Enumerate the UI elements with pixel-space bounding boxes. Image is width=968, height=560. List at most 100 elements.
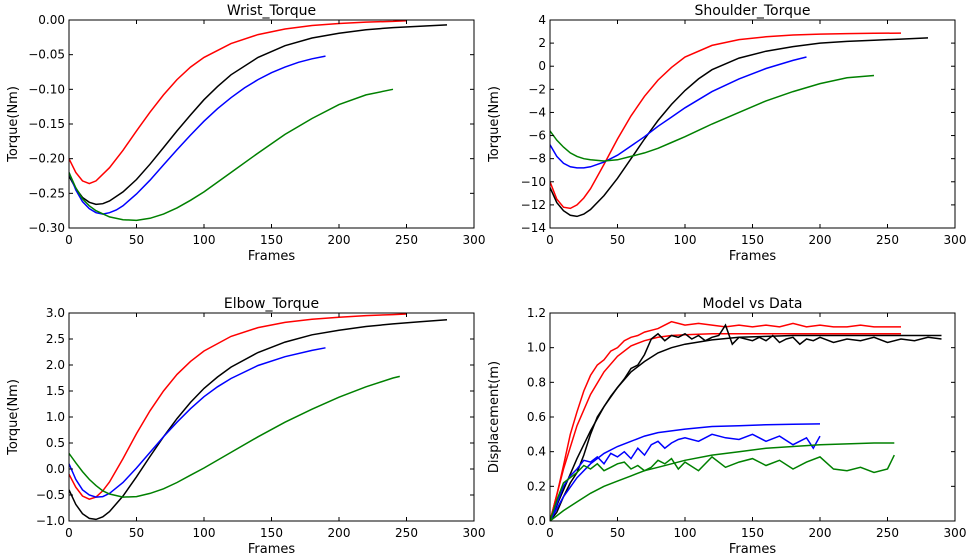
chart-shoulder-torque: 0 50 100 150 200 250 300 −14 −12 −10 −8 −6 −4 −2 0 2 4 Sh…: [487, 3, 966, 264]
elbow-torque-series-black: [69, 319, 448, 521]
model-vs-data-series-red-model: [550, 333, 901, 521]
model-vs-data-series-blue-data: [550, 433, 821, 521]
elbow-torque-xtick-label: 150: [260, 526, 283, 540]
elbow-torque-plot-frame: [68, 312, 475, 522]
elbow-torque-ytick-label: −1.0: [36, 514, 65, 528]
elbow-torque-series-blue: [69, 347, 326, 498]
shoulder-torque-series-black: [550, 37, 929, 218]
model-vs-data-ytick-label: 1.2: [527, 306, 546, 320]
shoulder-torque-plot-frame: [549, 19, 956, 229]
elbow-torque-ylabel: Torque(Nm): [6, 379, 21, 456]
model-vs-data-xtick-label: 200: [809, 526, 832, 540]
model-vs-data-plot-frame: [549, 312, 956, 522]
shoulder-torque-ytick-label: −2: [528, 82, 546, 96]
wrist-torque-ytick-label: −0.15: [28, 117, 65, 131]
wrist-torque-xtick-label: 250: [395, 233, 418, 247]
wrist-torque-xtick-label: 50: [129, 233, 144, 247]
shoulder-torque-xtick-label: 250: [876, 233, 899, 247]
elbow-torque-xtick-label: 250: [395, 526, 418, 540]
chart-wrist-torque: 0 50 100 150 200 250 300 −0.30 −0.25 −0.20 −0.15 −0…: [6, 3, 485, 264]
wrist-torque-xtick-label: 150: [260, 233, 283, 247]
model-vs-data-xtick-label: 50: [610, 526, 625, 540]
shoulder-torque-series-group: [550, 32, 929, 218]
model-vs-data-series-black-data: [550, 323, 942, 521]
shoulder-torque-ytick-label: 4: [538, 13, 546, 27]
elbow-torque-xlabel: Frames: [248, 542, 296, 557]
chart-elbow-torque: 0 50 100 150 200 250 300 −1.0 −0.5 0.0 0.5 1.0 1.5 2.…: [6, 296, 485, 557]
model-vs-data-xtick-label: 300: [944, 526, 967, 540]
wrist-torque-title: Wrist_Torque: [227, 3, 316, 19]
model-vs-data-xtick-label: 250: [876, 526, 899, 540]
shoulder-torque-ytick-label: −6: [528, 129, 546, 143]
shoulder-torque-xlabel: Frames: [729, 249, 777, 264]
elbow-torque-ytick-label: 3.0: [46, 306, 65, 320]
wrist-torque-ytick-label: −0.10: [28, 82, 65, 96]
elbow-torque-xtick-label: 0: [65, 526, 73, 540]
elbow-torque-xtick-label: 100: [193, 526, 216, 540]
shoulder-torque-xtick-label: 100: [674, 233, 697, 247]
elbow-torque-xtick-label: 200: [328, 526, 351, 540]
model-vs-data-xtick-label: 100: [674, 526, 697, 540]
wrist-torque-xtick-label: 200: [328, 233, 351, 247]
elbow-torque-ytick-label: 0.0: [46, 462, 65, 476]
model-vs-data-ytick-label: 0.6: [527, 410, 546, 424]
shoulder-torque-xtick-label: 0: [546, 233, 554, 247]
chart-model-vs-data: 0 50 100 150 200 250 300 0.0 0.2 0.4 0.6 0.8 1.0 1.2 M…: [487, 296, 966, 557]
model-vs-data-ytick-label: 0.2: [527, 479, 546, 493]
wrist-torque-xtick-label: 300: [463, 233, 486, 247]
shoulder-torque-ytick-label: 0: [538, 59, 546, 73]
shoulder-torque-xtick-label: 200: [809, 233, 832, 247]
elbow-torque-ytick-label: 1.5: [46, 384, 65, 398]
model-vs-data-ytick-label: 0.4: [527, 445, 546, 459]
shoulder-torque-xtick-label: 300: [944, 233, 967, 247]
shoulder-torque-xtick-label: 150: [741, 233, 764, 247]
wrist-torque-series-group: [69, 20, 448, 222]
wrist-torque-xlabel: Frames: [248, 249, 296, 264]
wrist-torque-xtick-label: 0: [65, 233, 73, 247]
elbow-torque-ytick-label: 1.0: [46, 410, 65, 424]
wrist-torque-ytick-label: −0.25: [28, 186, 65, 200]
model-vs-data-series-red-data: [550, 320, 901, 521]
shoulder-torque-ytick-label: −10: [521, 175, 546, 189]
model-vs-data-series-blue-model: [550, 423, 821, 521]
wrist-torque-ytick-label: −0.30: [28, 221, 65, 235]
elbow-torque-ytick-label: −0.5: [36, 488, 65, 502]
model-vs-data-series-green-model: [550, 442, 895, 521]
wrist-torque-series-blue: [69, 55, 326, 215]
model-vs-data-ytick-label: 0.8: [527, 375, 546, 389]
wrist-torque-series-red: [69, 20, 407, 185]
shoulder-torque-ytick-label: 2: [538, 36, 546, 50]
wrist-torque-ytick-label: −0.20: [28, 152, 65, 166]
shoulder-torque-series-blue: [550, 56, 807, 169]
model-vs-data-series-green-data: [550, 454, 895, 521]
shoulder-torque-ytick-label: −4: [528, 105, 546, 119]
shoulder-torque-xtick-label: 50: [610, 233, 625, 247]
shoulder-torque-series-green: [550, 74, 875, 162]
elbow-torque-ytick-label: 2.5: [46, 332, 65, 346]
model-vs-data-xtick-label: 0: [546, 526, 554, 540]
wrist-torque-series-green: [69, 88, 394, 222]
shoulder-torque-ylabel: Torque(Nm): [487, 86, 502, 163]
model-vs-data-xtick-label: 150: [741, 526, 764, 540]
wrist-torque-ytick-label: 0.00: [38, 13, 65, 27]
elbow-torque-series-green: [69, 375, 400, 498]
model-vs-data-ylabel: Displacement(m): [487, 361, 502, 473]
shoulder-torque-ytick-label: −12: [521, 198, 546, 212]
shoulder-torque-ytick-label: −8: [528, 152, 546, 166]
model-vs-data-ytick-label: 1.0: [527, 341, 546, 355]
shoulder-torque-ytick-label: −14: [521, 221, 546, 235]
model-vs-data-series-group: [550, 320, 942, 521]
shoulder-torque-title: Shoulder_Torque: [695, 3, 811, 19]
model-vs-data-ytick-label: 0.0: [527, 514, 546, 528]
elbow-torque-series-group: [69, 313, 448, 521]
wrist-torque-ylabel: Torque(Nm): [6, 86, 21, 163]
elbow-torque-title: Elbow_Torque: [224, 296, 319, 312]
elbow-torque-xtick-label: 300: [463, 526, 486, 540]
elbow-torque-ytick-label: 2.0: [46, 358, 65, 372]
wrist-torque-ytick-label: −0.05: [28, 48, 65, 62]
elbow-torque-ytick-label: 0.5: [46, 436, 65, 450]
shoulder-torque-series-red: [550, 32, 902, 210]
elbow-torque-xtick-label: 50: [129, 526, 144, 540]
model-vs-data-title: Model vs Data: [703, 296, 803, 312]
model-vs-data-series-black-model: [550, 334, 942, 521]
